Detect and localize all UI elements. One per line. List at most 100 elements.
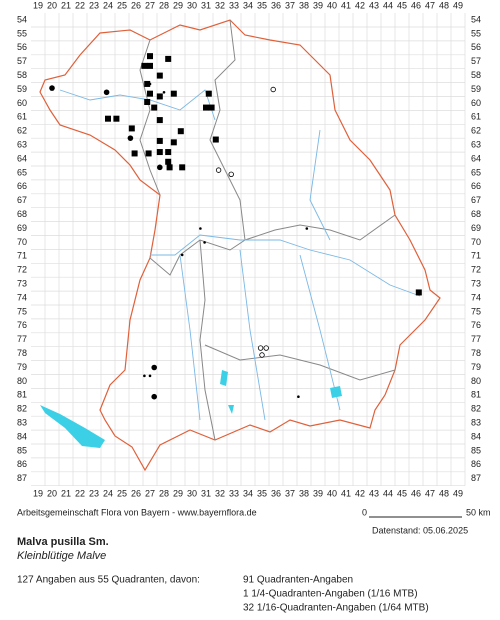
quarter-record xyxy=(157,164,163,171)
scale-start: 0 xyxy=(362,507,367,517)
y-label: 67 xyxy=(471,195,481,205)
x-label: 29 xyxy=(173,488,183,498)
quarter-record xyxy=(49,85,55,91)
other-record xyxy=(259,352,265,358)
other-record xyxy=(228,171,234,177)
quadrant-record xyxy=(144,80,151,87)
y-label: 55 xyxy=(17,28,27,38)
x-label: 32 xyxy=(215,0,225,10)
x-label: 42 xyxy=(355,0,365,10)
sixteenth-record xyxy=(148,374,152,378)
district-borders xyxy=(139,19,396,441)
sixteenth-record xyxy=(148,82,152,86)
quadrant-record xyxy=(151,104,158,111)
y-label: 79 xyxy=(471,362,481,372)
y-label: 76 xyxy=(471,320,481,330)
y-label: 87 xyxy=(471,473,481,483)
x-label: 33 xyxy=(229,0,239,10)
x-label: 45 xyxy=(397,0,407,10)
other-record xyxy=(215,167,222,173)
y-label: 60 xyxy=(17,98,27,108)
y-label: 67 xyxy=(17,195,27,205)
y-label: 73 xyxy=(17,278,27,288)
quadrant-record xyxy=(141,62,148,69)
x-label: 49 xyxy=(453,488,463,498)
quadrant-record xyxy=(165,55,172,62)
quadrant-record xyxy=(156,149,163,156)
lakes xyxy=(220,370,342,414)
x-label: 23 xyxy=(89,0,99,10)
x-label: 28 xyxy=(159,488,169,498)
y-label: 55 xyxy=(471,28,481,38)
x-label: 38 xyxy=(299,0,309,10)
y-label: 63 xyxy=(471,139,481,149)
y-label: 82 xyxy=(471,404,481,414)
y-label: 83 xyxy=(471,417,481,427)
quadrant-record xyxy=(156,137,163,144)
quadrant-record xyxy=(144,99,151,106)
x-label: 39 xyxy=(313,0,323,10)
y-label: 75 xyxy=(471,306,481,316)
x-label: 35 xyxy=(257,0,267,10)
x-label: 19 xyxy=(33,488,43,498)
y-label: 85 xyxy=(17,445,27,455)
quadrant-record xyxy=(145,150,152,157)
title: Malva pusilla Sm. xyxy=(17,536,109,548)
y-label: 54 xyxy=(17,14,27,24)
quadrant-record xyxy=(147,62,153,69)
sixteenth-record xyxy=(180,253,184,257)
x-label: 22 xyxy=(75,0,85,10)
detail: 32 1/16-Quadranten-Angaben (1/64 MTB) xyxy=(243,603,429,614)
quadrant-record xyxy=(170,139,177,146)
other-record xyxy=(263,345,269,351)
y-label: 79 xyxy=(17,362,27,372)
y-label: 82 xyxy=(17,404,27,414)
quadrant-record xyxy=(128,125,135,132)
x-label: 48 xyxy=(439,488,449,498)
x-label: 38 xyxy=(299,488,309,498)
y-label: 72 xyxy=(471,265,481,275)
x-label: 41 xyxy=(341,488,351,498)
y-label: 71 xyxy=(17,251,27,261)
y-label: 77 xyxy=(17,334,27,344)
quadrant-record xyxy=(165,149,172,156)
x-label: 35 xyxy=(257,488,267,498)
x-label: 46 xyxy=(411,0,421,10)
quadrant-record xyxy=(177,128,184,135)
x-label: 27 xyxy=(145,0,155,10)
date: Datenstand: 05.06.2025 xyxy=(372,525,468,535)
y-label: 74 xyxy=(17,292,27,302)
y-label: 71 xyxy=(471,251,481,261)
quadrant-record xyxy=(179,164,186,171)
x-label: 29 xyxy=(173,0,183,10)
x-label: 40 xyxy=(327,0,337,10)
y-label: 59 xyxy=(17,84,27,94)
scale-end: 50 km xyxy=(466,507,491,517)
y-label: 81 xyxy=(17,390,27,400)
other-record xyxy=(270,86,276,93)
sixteenth-record xyxy=(143,374,146,378)
y-label: 64 xyxy=(17,153,27,163)
quadrant-record xyxy=(208,104,215,111)
y-label: 62 xyxy=(17,126,27,136)
sixteenth-record xyxy=(203,241,206,244)
y-label: 69 xyxy=(471,223,481,233)
x-label: 46 xyxy=(411,488,421,498)
y-label: 57 xyxy=(17,56,27,66)
y-label: 63 xyxy=(17,139,27,149)
x-label: 25 xyxy=(117,0,127,10)
sixteenth-record xyxy=(162,90,166,94)
y-label: 72 xyxy=(17,265,27,275)
quadrant-record xyxy=(113,115,120,122)
quadrant-record xyxy=(147,90,153,97)
quarter-record xyxy=(151,393,157,400)
x-label: 37 xyxy=(285,488,295,498)
quadrant-record xyxy=(156,93,163,100)
x-label: 21 xyxy=(61,488,71,498)
x-label: 31 xyxy=(201,488,211,498)
y-label: 78 xyxy=(471,348,481,358)
x-label: 21 xyxy=(61,0,71,10)
quarter-record xyxy=(151,364,157,371)
quarter-record xyxy=(127,135,134,141)
